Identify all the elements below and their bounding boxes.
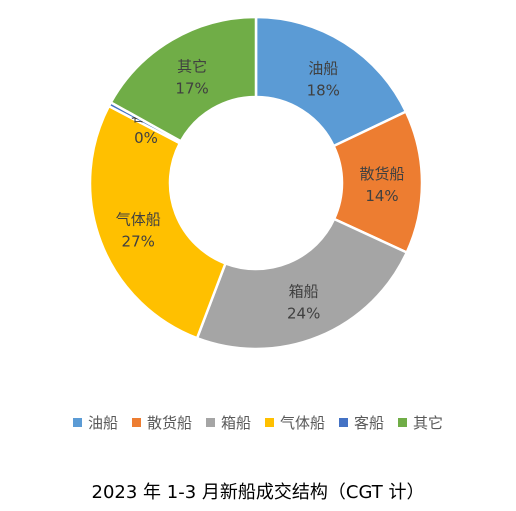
slice-value-label: 18% bbox=[307, 81, 340, 99]
legend-swatch bbox=[265, 417, 274, 427]
legend-swatch bbox=[398, 417, 408, 427]
slice-3 bbox=[88, 104, 228, 340]
legend-label: 散货船 bbox=[146, 413, 192, 432]
legend-item: 油船 bbox=[72, 412, 118, 433]
slice-name-label: 油船 bbox=[308, 59, 338, 77]
legend-swatch bbox=[339, 417, 349, 427]
slice-name-label: 其它 bbox=[177, 57, 207, 75]
legend-label: 气体船 bbox=[280, 413, 326, 432]
legend-item: 箱船 bbox=[205, 412, 251, 433]
legend-swatch bbox=[131, 417, 141, 427]
slice-value-label: 27% bbox=[122, 233, 155, 251]
legend-label: 油船 bbox=[87, 413, 118, 432]
slice-value-label: 14% bbox=[365, 187, 398, 205]
legend-label: 客船 bbox=[354, 413, 385, 432]
legend-item: 客船 bbox=[339, 412, 384, 433]
legend-swatch bbox=[205, 417, 215, 427]
legend-item: 散货船 bbox=[131, 412, 192, 433]
slice-name-label: 散货船 bbox=[359, 165, 404, 183]
chart-title: 2023 年 1-3 月新船成交结构（CGT 计） bbox=[91, 482, 425, 503]
slice-name-label: 气体船 bbox=[116, 211, 161, 229]
legend-label: 其它 bbox=[413, 413, 444, 432]
legend: 油船 散货船 箱船 气体船 客船 其它 bbox=[0, 410, 516, 434]
legend-item: 气体船 bbox=[265, 412, 325, 433]
slice-5 bbox=[109, 15, 258, 143]
legend-swatch bbox=[72, 417, 82, 427]
legend-label: 箱船 bbox=[220, 413, 251, 432]
slice-value-label: 17% bbox=[175, 79, 208, 97]
legend-item: 其它 bbox=[398, 412, 443, 433]
slice-0 bbox=[254, 15, 408, 148]
slice-name-label: 箱船 bbox=[289, 283, 319, 301]
slice-value-label: 24% bbox=[287, 305, 320, 323]
slice-2 bbox=[195, 217, 409, 351]
slice-value-label: 0% bbox=[134, 129, 158, 147]
